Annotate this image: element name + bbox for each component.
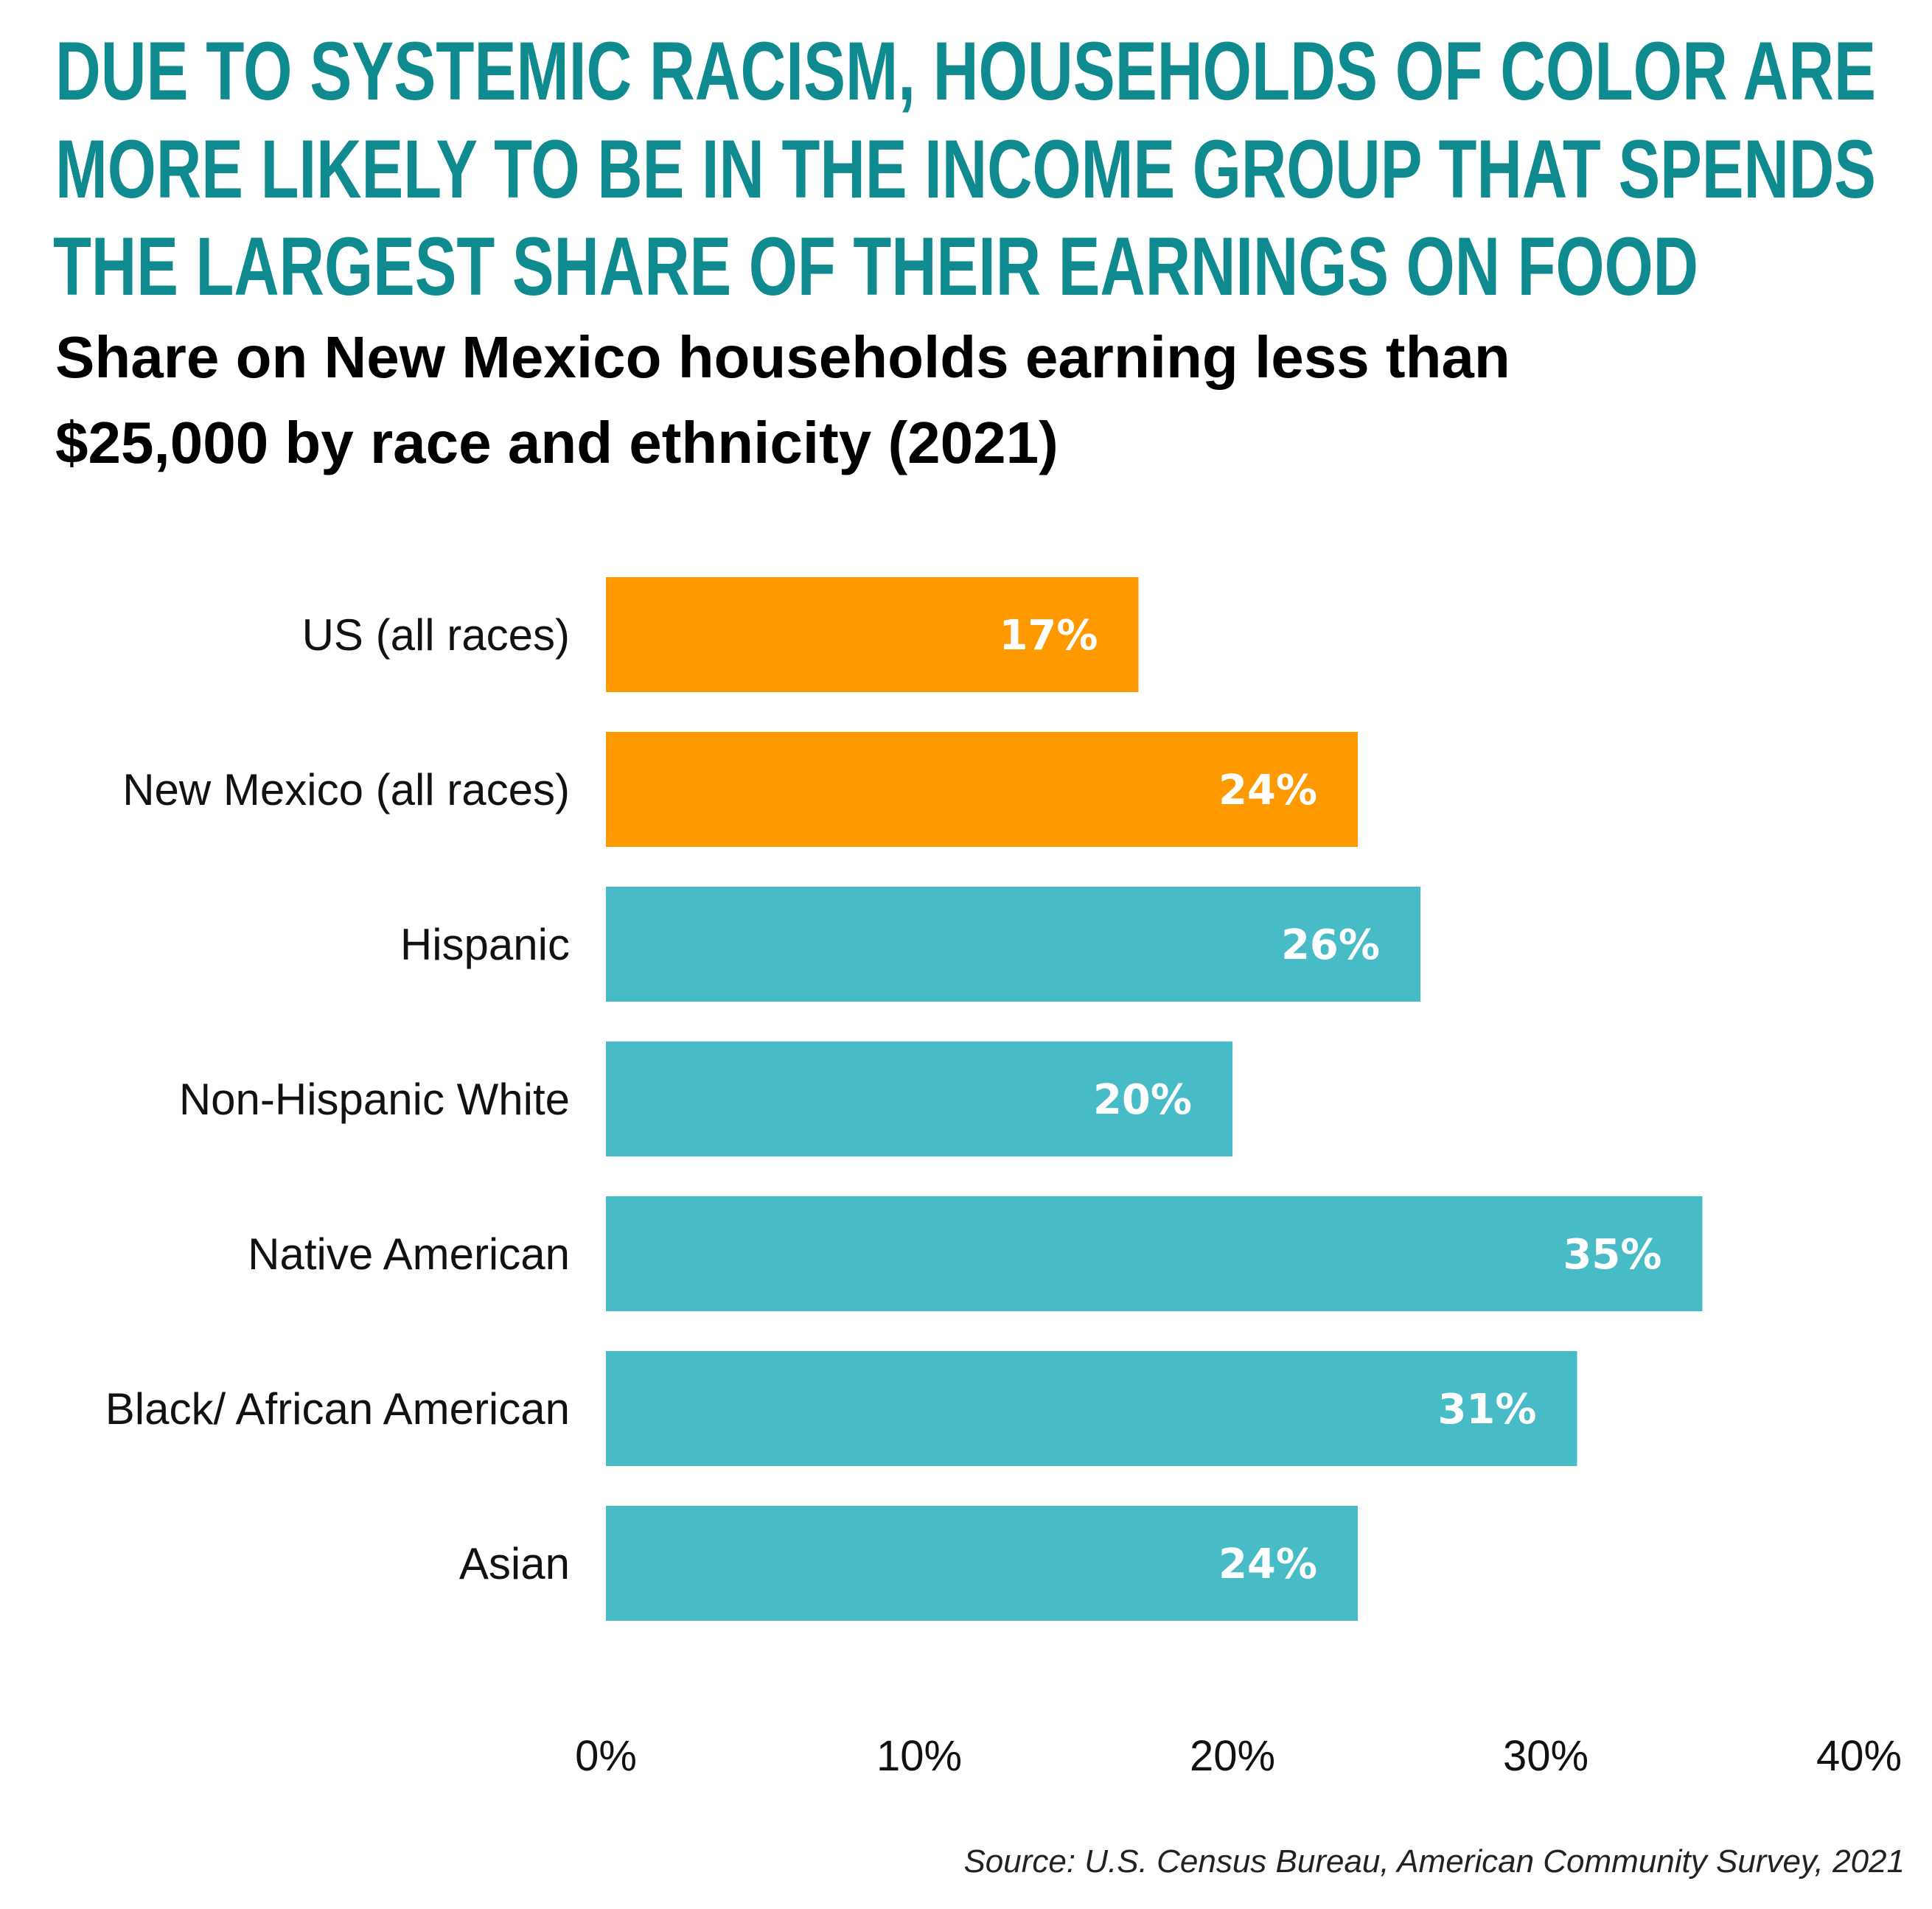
bar (606, 732, 1358, 847)
category-label: US (all races) (302, 610, 570, 660)
x-tick-label: 0% (575, 1732, 637, 1780)
bar-group: Asian 24% (459, 1506, 1358, 1621)
category-label: Asian (459, 1539, 570, 1588)
bars: US (all races) 17% New Mexico (all races) 2… (105, 577, 1703, 1621)
title-line-3: THE LARGEST SHARE OF THEIR EARNINGS ON F… (53, 220, 1698, 313)
bar (606, 1196, 1703, 1311)
data-label: 20% (1093, 1076, 1192, 1124)
bar (606, 887, 1420, 1002)
bar-group: Black/ African American 31% (105, 1351, 1577, 1466)
category-label: Black/ African American (105, 1384, 570, 1434)
title-line-1: DUE TO SYSTEMIC RACISM, HOUSEHOLDS OF CO… (55, 25, 1876, 117)
data-label: 24% (1218, 767, 1317, 814)
source-note: Source: U.S. Census Bureau, American Com… (963, 1843, 1905, 1880)
category-label: New Mexico (all races) (122, 765, 570, 814)
bar (606, 1041, 1232, 1156)
category-label: Native American (248, 1229, 570, 1279)
x-tick-label: 30% (1503, 1732, 1589, 1780)
x-axis-ticks: 0% 10% 20% 30% 40% (575, 1732, 1902, 1780)
x-tick-label: 40% (1816, 1732, 1902, 1780)
bar-group: Non-Hispanic White 20% (179, 1041, 1232, 1156)
data-label: 24% (1218, 1540, 1317, 1588)
bar-group: Hispanic 26% (400, 887, 1420, 1002)
category-label: Hispanic (400, 920, 570, 969)
bar-group: US (all races) 17% (302, 577, 1139, 692)
data-label: 17% (999, 612, 1098, 660)
subtitle-line-2: $25,000 by race and ethnicity (2021) (55, 410, 1059, 475)
bar (606, 1351, 1577, 1466)
bar-group: New Mexico (all races) 24% (122, 732, 1358, 847)
category-label: Non-Hispanic White (179, 1075, 570, 1124)
x-tick-label: 10% (876, 1732, 962, 1780)
bar (606, 1506, 1358, 1621)
data-label: 26% (1281, 921, 1380, 969)
data-label: 35% (1563, 1231, 1661, 1279)
bar-group: Native American 35% (248, 1196, 1703, 1311)
bar (606, 577, 1139, 692)
subtitle-line-1: Share on New Mexico households earning l… (55, 324, 1510, 390)
x-tick-label: 20% (1190, 1732, 1275, 1780)
title-line-2: MORE LIKELY TO BE IN THE INCOME GROUP TH… (55, 123, 1876, 215)
data-label: 31% (1437, 1386, 1536, 1434)
